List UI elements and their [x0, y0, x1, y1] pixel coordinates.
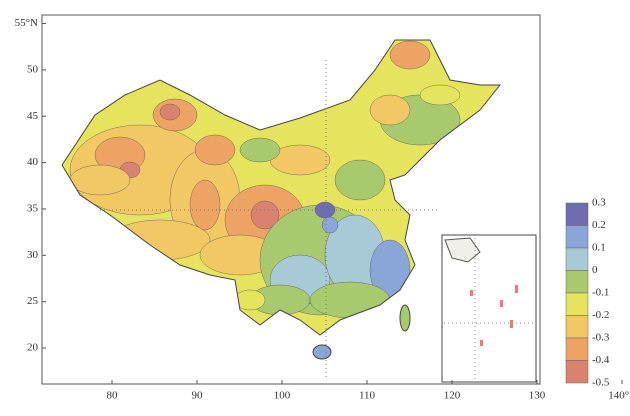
colorbar-label: 0.2: [592, 219, 606, 231]
contour-patch: [159, 103, 181, 121]
x-tick-label: 80: [107, 390, 119, 402]
colorbar-swatch: [565, 270, 589, 294]
colorbar-swatch: [565, 247, 589, 271]
inset-map: [441, 234, 537, 383]
colorbar-swatch: [565, 292, 589, 316]
colorbar-label: -0.2: [592, 309, 609, 321]
contour-patch: [369, 94, 411, 126]
colorbar-swatch: [565, 202, 589, 226]
colorbar-swatch: [565, 337, 589, 361]
x-tick-label: 100: [274, 390, 291, 402]
y-tick-label: 20: [27, 342, 39, 354]
y-tick-label: 30: [27, 249, 39, 261]
contour-patch: [309, 281, 391, 319]
colorbar-swatch: [565, 225, 589, 249]
colorbar-label: 0.3: [592, 197, 606, 209]
colorbar-swatch: [565, 360, 589, 384]
china-outline: [61, 39, 502, 336]
hainan-island: [312, 344, 332, 360]
x-tick-label: 130: [529, 390, 546, 402]
contour-patch: [189, 179, 221, 231]
contour-patch: [250, 200, 280, 230]
colorbar-label: -0.5: [592, 377, 610, 389]
contour-patch: [239, 137, 281, 163]
taiwan-island: [399, 304, 411, 332]
colorbar-label: -0.4: [592, 354, 610, 366]
inset-island: [515, 285, 518, 293]
colorbar-label: -0.1: [592, 287, 609, 299]
x-tick-label: 120: [444, 390, 461, 402]
y-tick-label: 40: [27, 156, 39, 168]
contour-patch: [389, 40, 431, 70]
y-tick-label: 50: [27, 63, 39, 75]
y-tick-label: 55°N: [15, 17, 38, 29]
x-tick-label: 110: [359, 390, 376, 402]
contour-patch: [419, 84, 461, 106]
contour-patch: [334, 159, 386, 201]
y-tick-label: 35: [27, 202, 39, 214]
inset-coast: [444, 237, 481, 263]
y-tick-label: 25: [27, 295, 39, 307]
map-frame: [41, 14, 541, 385]
x-tick-label: 140°E: [608, 390, 630, 402]
colorbar-swatch: [565, 315, 589, 339]
inset-island: [470, 290, 473, 296]
inset-island: [500, 300, 503, 307]
y-tick-label: 45: [27, 110, 39, 122]
colorbar-label: 0.1: [592, 242, 606, 254]
inset-island: [510, 320, 513, 328]
inset-island: [480, 340, 483, 346]
x-tick-label: 90: [192, 390, 204, 402]
colorbar-label: -0.3: [592, 332, 610, 344]
contour-patch: [321, 216, 339, 234]
colorbar-label: 0: [592, 264, 598, 276]
contour-patch: [194, 134, 236, 166]
contour-patch: [69, 164, 131, 196]
